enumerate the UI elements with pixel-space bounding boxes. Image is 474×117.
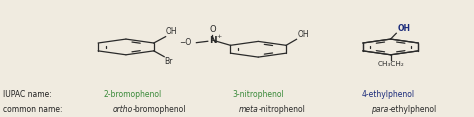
- Text: ortho: ortho: [113, 105, 133, 114]
- Text: OH: OH: [165, 27, 177, 36]
- Text: para: para: [371, 105, 388, 114]
- Text: -ethylphenol: -ethylphenol: [388, 105, 437, 114]
- Text: 3-nitrophenol: 3-nitrophenol: [232, 90, 284, 99]
- Text: -bromophenol: -bromophenol: [133, 105, 187, 114]
- Text: common name:: common name:: [3, 105, 63, 114]
- Text: CH₃CH₂: CH₃CH₂: [377, 61, 404, 67]
- Text: −O: −O: [179, 38, 191, 47]
- Text: 4-ethylphenol: 4-ethylphenol: [362, 90, 415, 99]
- Text: IUPAC name:: IUPAC name:: [3, 90, 52, 99]
- Text: 2-bromophenol: 2-bromophenol: [104, 90, 162, 99]
- Text: OH: OH: [298, 30, 309, 39]
- Text: Br: Br: [164, 57, 173, 66]
- Text: meta: meta: [238, 105, 258, 114]
- Text: +: +: [217, 34, 222, 39]
- Text: -nitrophenol: -nitrophenol: [258, 105, 305, 114]
- Text: OH: OH: [398, 24, 410, 33]
- Text: O: O: [209, 25, 216, 34]
- Text: N: N: [209, 36, 216, 45]
- Polygon shape: [349, 37, 432, 57]
